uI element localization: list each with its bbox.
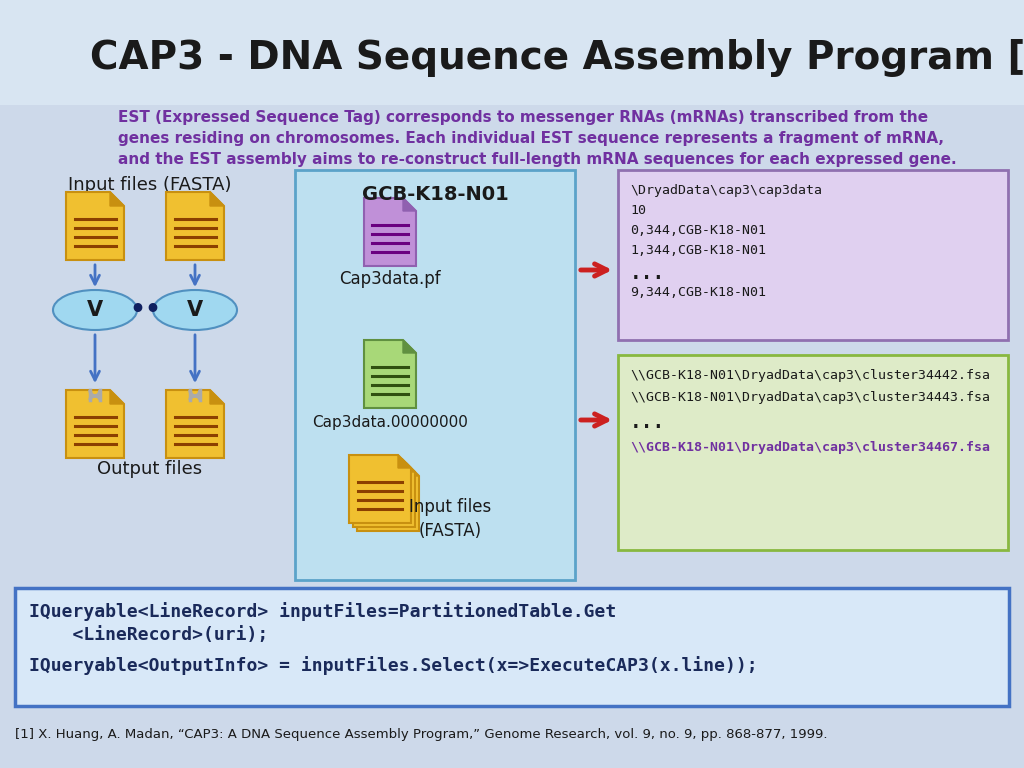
- Text: ...: ...: [630, 264, 666, 283]
- Text: V: V: [187, 300, 203, 320]
- Polygon shape: [110, 192, 124, 206]
- Text: 1,344,CGB-K18-N01: 1,344,CGB-K18-N01: [630, 244, 766, 257]
- Text: IQueryable<LineRecord> inputFiles=PartitionedTable.Get: IQueryable<LineRecord> inputFiles=Partit…: [29, 602, 616, 621]
- Polygon shape: [66, 390, 124, 458]
- Polygon shape: [403, 340, 416, 353]
- Polygon shape: [110, 390, 124, 404]
- FancyBboxPatch shape: [15, 588, 1009, 706]
- Polygon shape: [166, 390, 224, 458]
- Text: <LineRecord>(uri);: <LineRecord>(uri);: [29, 626, 268, 644]
- Polygon shape: [166, 192, 224, 260]
- Polygon shape: [403, 198, 416, 211]
- Text: Input files
(FASTA): Input files (FASTA): [409, 498, 492, 540]
- Text: \DryadData\cap3\cap3data: \DryadData\cap3\cap3data: [630, 184, 822, 197]
- Ellipse shape: [53, 290, 137, 330]
- Text: EST (Expressed Sequence Tag) corresponds to messenger RNAs (mRNAs) transcribed f: EST (Expressed Sequence Tag) corresponds…: [118, 110, 956, 167]
- Text: \\GCB-K18-N01\DryadData\cap3\cluster34443.fsa: \\GCB-K18-N01\DryadData\cap3\cluster3444…: [630, 391, 990, 404]
- FancyBboxPatch shape: [295, 170, 575, 580]
- Polygon shape: [398, 455, 411, 468]
- Text: ••: ••: [129, 298, 161, 322]
- Polygon shape: [364, 198, 416, 266]
- Polygon shape: [402, 459, 415, 472]
- Text: ...: ...: [630, 413, 666, 432]
- Polygon shape: [357, 463, 419, 531]
- Text: \\GCB-K18-N01\DryadData\cap3\cluster34442.fsa: \\GCB-K18-N01\DryadData\cap3\cluster3444…: [630, 369, 990, 382]
- Polygon shape: [349, 455, 411, 523]
- FancyBboxPatch shape: [0, 0, 1024, 105]
- Text: CAP3 - DNA Sequence Assembly Program [1]: CAP3 - DNA Sequence Assembly Program [1]: [90, 39, 1024, 77]
- Ellipse shape: [153, 290, 237, 330]
- Text: Cap3data.00000000: Cap3data.00000000: [312, 415, 468, 430]
- Polygon shape: [210, 192, 224, 206]
- Text: 0,344,CGB-K18-N01: 0,344,CGB-K18-N01: [630, 224, 766, 237]
- Text: Input files (FASTA): Input files (FASTA): [69, 176, 231, 194]
- Polygon shape: [210, 390, 224, 404]
- Text: \\GCB-K18-N01\DryadData\cap3\cluster34467.fsa: \\GCB-K18-N01\DryadData\cap3\cluster3446…: [630, 441, 990, 454]
- Polygon shape: [364, 340, 416, 408]
- Text: 9,344,CGB-K18-N01: 9,344,CGB-K18-N01: [630, 286, 766, 299]
- Text: GCB-K18-N01: GCB-K18-N01: [361, 185, 508, 204]
- FancyBboxPatch shape: [618, 355, 1008, 550]
- Text: 10: 10: [630, 204, 646, 217]
- Polygon shape: [66, 192, 124, 260]
- Polygon shape: [406, 463, 419, 476]
- Text: V: V: [87, 300, 103, 320]
- Polygon shape: [353, 459, 415, 527]
- FancyBboxPatch shape: [618, 170, 1008, 340]
- Text: IQueryable<OutputInfo> = inputFiles.Select(x=>ExecuteCAP3(x.line));: IQueryable<OutputInfo> = inputFiles.Sele…: [29, 656, 758, 675]
- Text: Output files: Output files: [97, 460, 203, 478]
- Text: [1] X. Huang, A. Madan, “CAP3: A DNA Sequence Assembly Program,” Genome Research: [1] X. Huang, A. Madan, “CAP3: A DNA Seq…: [15, 728, 827, 741]
- Text: Cap3data.pf: Cap3data.pf: [339, 270, 440, 288]
